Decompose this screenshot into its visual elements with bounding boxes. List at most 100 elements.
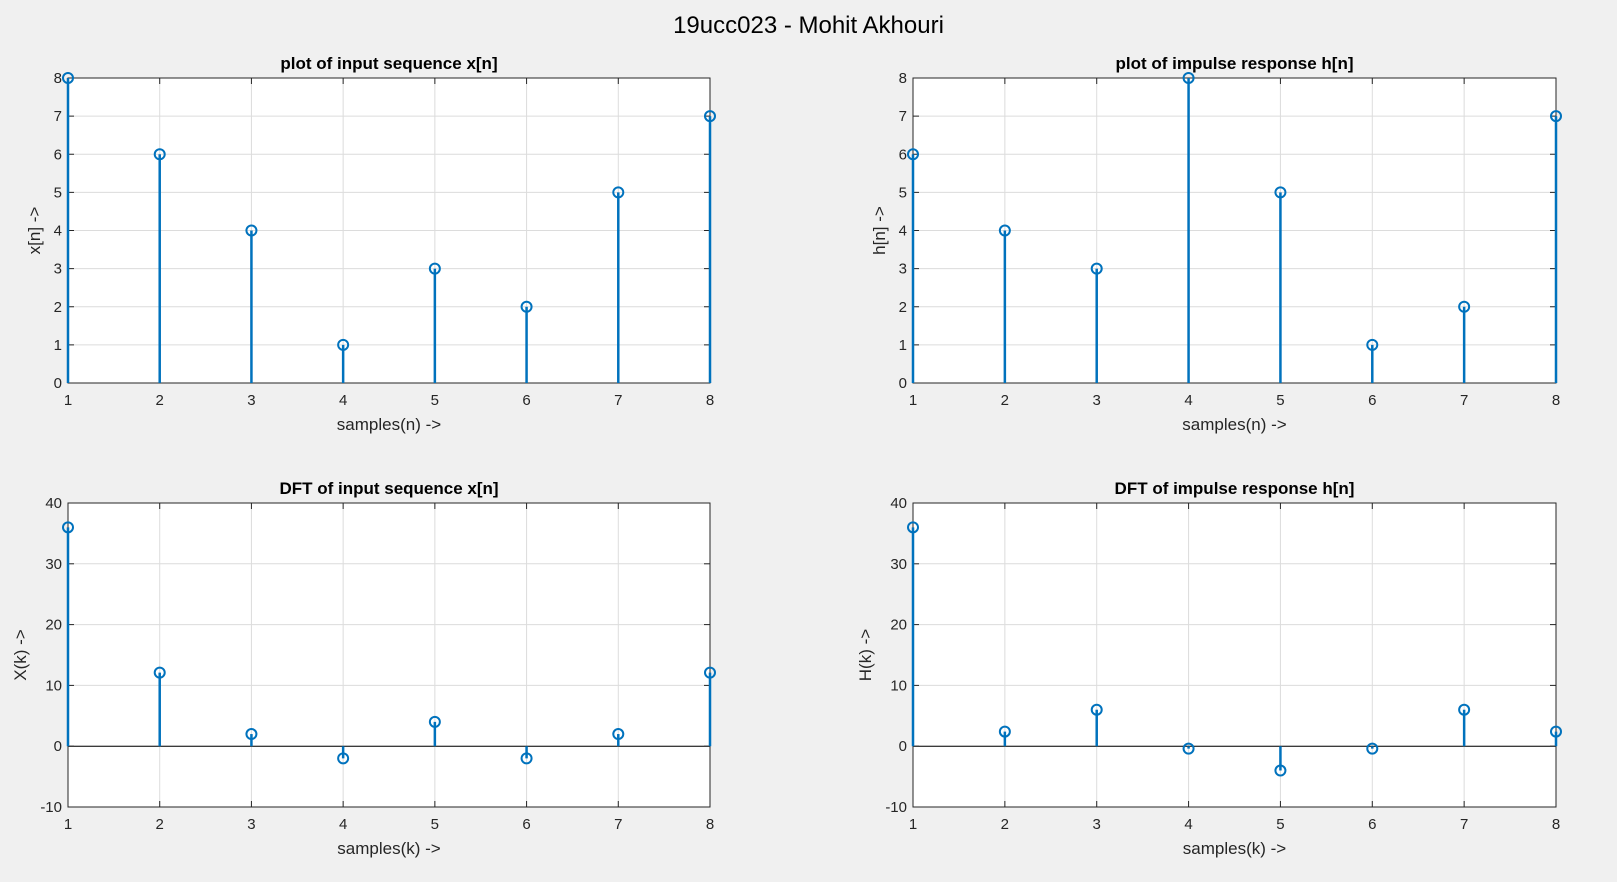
stem-marker (62, 521, 74, 534)
stem-marker (1090, 703, 1103, 716)
y-tick-label: 10 (890, 677, 907, 694)
y-tick-label: 8 (54, 70, 62, 87)
chart-title: DFT of impulse response h[n] (1115, 479, 1355, 498)
y-tick-label: 20 (45, 617, 62, 634)
x-tick-label: 3 (1093, 816, 1101, 833)
x-tick-label: 7 (614, 392, 622, 409)
stem-marker (337, 752, 350, 765)
stem-marker (1090, 262, 1103, 275)
stem-marker (998, 224, 1011, 237)
stem-marker (153, 666, 166, 679)
stem-marker (704, 110, 716, 123)
stem-marker (1366, 338, 1379, 351)
y-axis-label: h[n] -> (870, 206, 889, 255)
stem-marker (1274, 764, 1287, 777)
stem-marker (245, 224, 258, 237)
plot-area (913, 503, 1556, 807)
y-tick-label: 2 (54, 299, 62, 316)
y-tick-label: 7 (54, 108, 62, 125)
x-tick-label: 1 (64, 392, 72, 409)
x-tick-label: 6 (1368, 392, 1376, 409)
stem-marker (1458, 300, 1471, 313)
stem-marker (704, 666, 716, 679)
y-tick-label: 20 (890, 617, 907, 634)
x-tick-label: 3 (247, 392, 255, 409)
stem-marker (153, 148, 166, 161)
x-tick-label: 5 (431, 392, 439, 409)
x-axis-label: samples(n) -> (337, 415, 441, 434)
stem-marker (907, 148, 919, 161)
x-tick-label: 2 (156, 392, 164, 409)
x-tick-label: 8 (1552, 392, 1560, 409)
y-tick-label: 1 (54, 337, 62, 354)
x-tick-label: 6 (1368, 816, 1376, 833)
y-tick-label: 0 (899, 375, 907, 392)
x-tick-label: 7 (1460, 816, 1468, 833)
x-tick-label: 2 (1001, 392, 1009, 409)
y-tick-label: 30 (45, 556, 62, 573)
x-axis-label: samples(n) -> (1182, 415, 1286, 434)
stem-marker (1366, 742, 1379, 755)
x-tick-label: 1 (909, 392, 917, 409)
y-tick-label: -10 (885, 799, 907, 816)
stem-marker (337, 338, 350, 351)
stem-marker (1274, 186, 1287, 199)
stem-marker (245, 728, 258, 741)
x-tick-label: 3 (1093, 392, 1101, 409)
y-tick-label: 40 (45, 495, 62, 512)
chart-title: DFT of input sequence x[n] (279, 479, 498, 498)
y-tick-label: 8 (899, 70, 907, 87)
x-tick-label: 6 (522, 816, 530, 833)
y-tick-label: -10 (40, 799, 62, 816)
figure-title: 19ucc023 - Mohit Akhouri (673, 12, 944, 39)
stem-marker (998, 725, 1011, 738)
stem-marker (612, 186, 625, 199)
y-tick-label: 0 (899, 738, 907, 755)
chart-title: plot of input sequence x[n] (280, 54, 497, 73)
y-tick-label: 0 (54, 738, 62, 755)
x-tick-label: 8 (706, 392, 714, 409)
y-axis-label: x[n] -> (25, 207, 44, 255)
x-tick-label: 1 (909, 816, 917, 833)
x-tick-label: 5 (431, 816, 439, 833)
x-tick-label: 7 (1460, 392, 1468, 409)
y-tick-label: 5 (899, 184, 907, 201)
x-tick-label: 6 (522, 392, 530, 409)
stem-marker (62, 72, 74, 84)
y-axis-label: H(k) -> (856, 629, 875, 681)
chart-title: plot of impulse response h[n] (1115, 54, 1353, 73)
stem-marker (1550, 725, 1562, 738)
x-tick-label: 1 (64, 816, 72, 833)
y-tick-label: 4 (899, 223, 907, 240)
stem-marker (428, 715, 441, 728)
y-tick-label: 1 (899, 337, 907, 354)
y-tick-label: 7 (899, 108, 907, 125)
x-tick-label: 3 (247, 816, 255, 833)
x-tick-label: 5 (1276, 816, 1284, 833)
plot-area (68, 503, 710, 807)
y-tick-label: 4 (54, 223, 62, 240)
stem-marker (1550, 110, 1562, 123)
stem-marker (1458, 703, 1471, 716)
x-tick-label: 7 (614, 816, 622, 833)
x-tick-label: 5 (1276, 392, 1284, 409)
y-tick-label: 3 (54, 261, 62, 278)
stem-marker (520, 752, 533, 765)
stem-marker (1182, 72, 1195, 84)
x-axis-label: samples(k) -> (337, 839, 441, 858)
y-tick-label: 40 (890, 495, 907, 512)
stem-marker (520, 300, 533, 313)
x-tick-label: 2 (156, 816, 164, 833)
x-tick-label: 4 (1184, 392, 1192, 409)
stem-marker (612, 728, 625, 741)
y-tick-label: 10 (45, 677, 62, 694)
y-tick-label: 5 (54, 184, 62, 201)
x-tick-label: 4 (339, 392, 347, 409)
y-axis-label: X(k) -> (11, 629, 30, 681)
x-tick-label: 2 (1001, 816, 1009, 833)
x-axis-label: samples(k) -> (1183, 839, 1287, 858)
y-tick-label: 2 (899, 299, 907, 316)
y-tick-label: 6 (54, 146, 62, 163)
